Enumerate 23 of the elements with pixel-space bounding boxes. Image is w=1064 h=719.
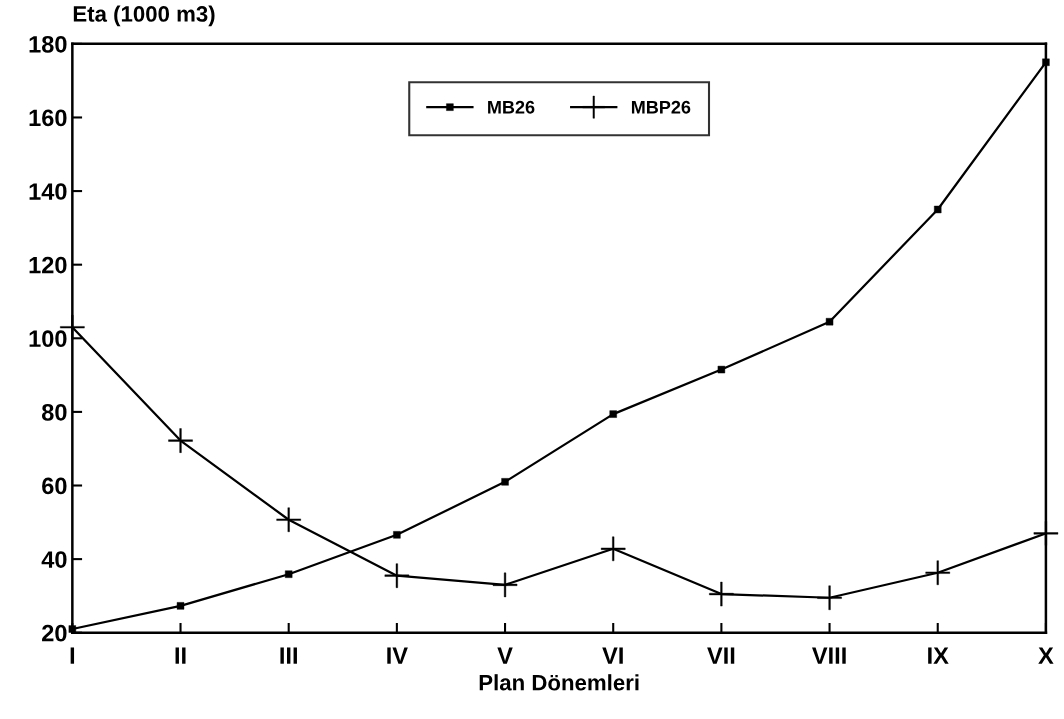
x-tick-label: II	[175, 647, 186, 664]
y-tick-label: 60	[42, 477, 67, 495]
x-tick-label: VIII	[812, 647, 846, 664]
x-tick-label: III	[280, 647, 297, 664]
y-tick-label: 140	[29, 183, 67, 200]
x-axis-title: Plan Dönemleri	[479, 674, 639, 691]
x-tick-label: VI	[602, 647, 623, 664]
x-tick-label: VII	[707, 647, 735, 664]
y-tick-label: 100	[29, 330, 67, 348]
y-tick-label: 40	[41, 551, 67, 568]
x-tick-label: X	[1038, 647, 1054, 664]
x-tick-label: IX	[928, 647, 949, 664]
y-tick-label: 160	[29, 109, 67, 127]
x-tick-label: IV	[387, 647, 408, 664]
y-tick-label: 120	[29, 256, 67, 274]
y-tick-label: 180	[29, 35, 67, 53]
y-tick-label: 80	[41, 403, 67, 421]
legend-label: MBP26	[631, 100, 691, 114]
x-tick-label: I	[70, 647, 75, 664]
legend-label: MB26	[488, 100, 535, 114]
y-tick-label: 20	[42, 624, 67, 642]
y-axis-title: Eta (1000 m3)	[73, 5, 215, 27]
x-tick-label: V	[497, 647, 513, 664]
